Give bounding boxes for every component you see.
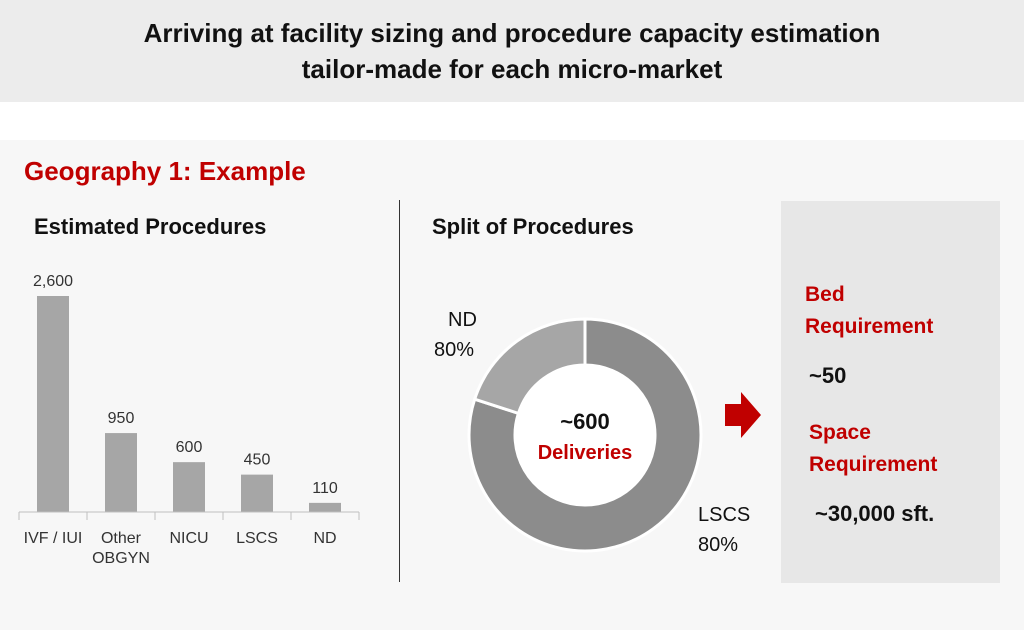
slice-label-nd: ND 80% [434,309,477,361]
bar-1 [105,433,137,512]
geography-title: Geography 1: Example [24,156,306,186]
bar-value-label-2: 600 [176,439,203,456]
space-label-line-1: Space [809,421,871,444]
page-title-line-2: tailor-made for each micro-market [301,54,723,84]
bar-value-label-1: 950 [108,410,135,427]
bed-label-line-2: Requirement [805,315,934,338]
space-requirement-label: Space Requirement [809,417,937,481]
bar-2 [173,462,205,512]
donut-slice-lscs [467,317,703,553]
donut-slice-nd [472,317,587,416]
bed-requirement-label: Bed Requirement [805,279,933,343]
header-banner: Arriving at facility sizing and procedur… [0,0,1024,102]
right-arrow-icon [725,392,761,438]
bar-value-label-4: 110 [312,480,338,497]
bar-chart-title: Estimated Procedures [34,214,267,239]
bar-chart: 2,600 IVF / IUI 950 Other OBGYN 600 NICU 450 LSC… [18,273,360,567]
category-label-0: IVF / IUI [24,530,83,547]
bar-value-label-0: 2,600 [33,273,73,290]
donut-hole [516,366,654,504]
space-label-line-2: Requirement [809,453,938,476]
category-label-4: ND [313,530,336,547]
bed-label-line-1: Bed [805,283,845,306]
section-divider [399,200,400,582]
space-requirement-value: ~30,000 sft. [815,501,935,526]
donut-center-label: Deliveries [538,442,633,464]
category-label-1: Other OBGYN [92,530,150,567]
bar-3 [241,474,273,512]
page-title-line-1: Arriving at facility sizing and procedur… [143,18,881,48]
header-spacer [0,102,1024,140]
requirements-panel: Bed Requirement ~50 Space Requirement ~3… [781,201,1000,583]
category-label-2: NICU [169,530,208,547]
slice-label-lscs: LSCS 80% [698,504,750,556]
bar-0 [37,296,69,512]
donut-chart: ~600 Deliveries LSCS 80% ND 80% [434,309,750,556]
bed-requirement-value: ~50 [809,363,847,388]
donut-chart-title: Split of Procedures [432,214,634,239]
bar-value-label-3: 450 [244,452,271,469]
donut-center-value: ~600 [560,409,610,434]
bar-4 [309,502,341,512]
category-label-3: LSCS [236,530,278,547]
